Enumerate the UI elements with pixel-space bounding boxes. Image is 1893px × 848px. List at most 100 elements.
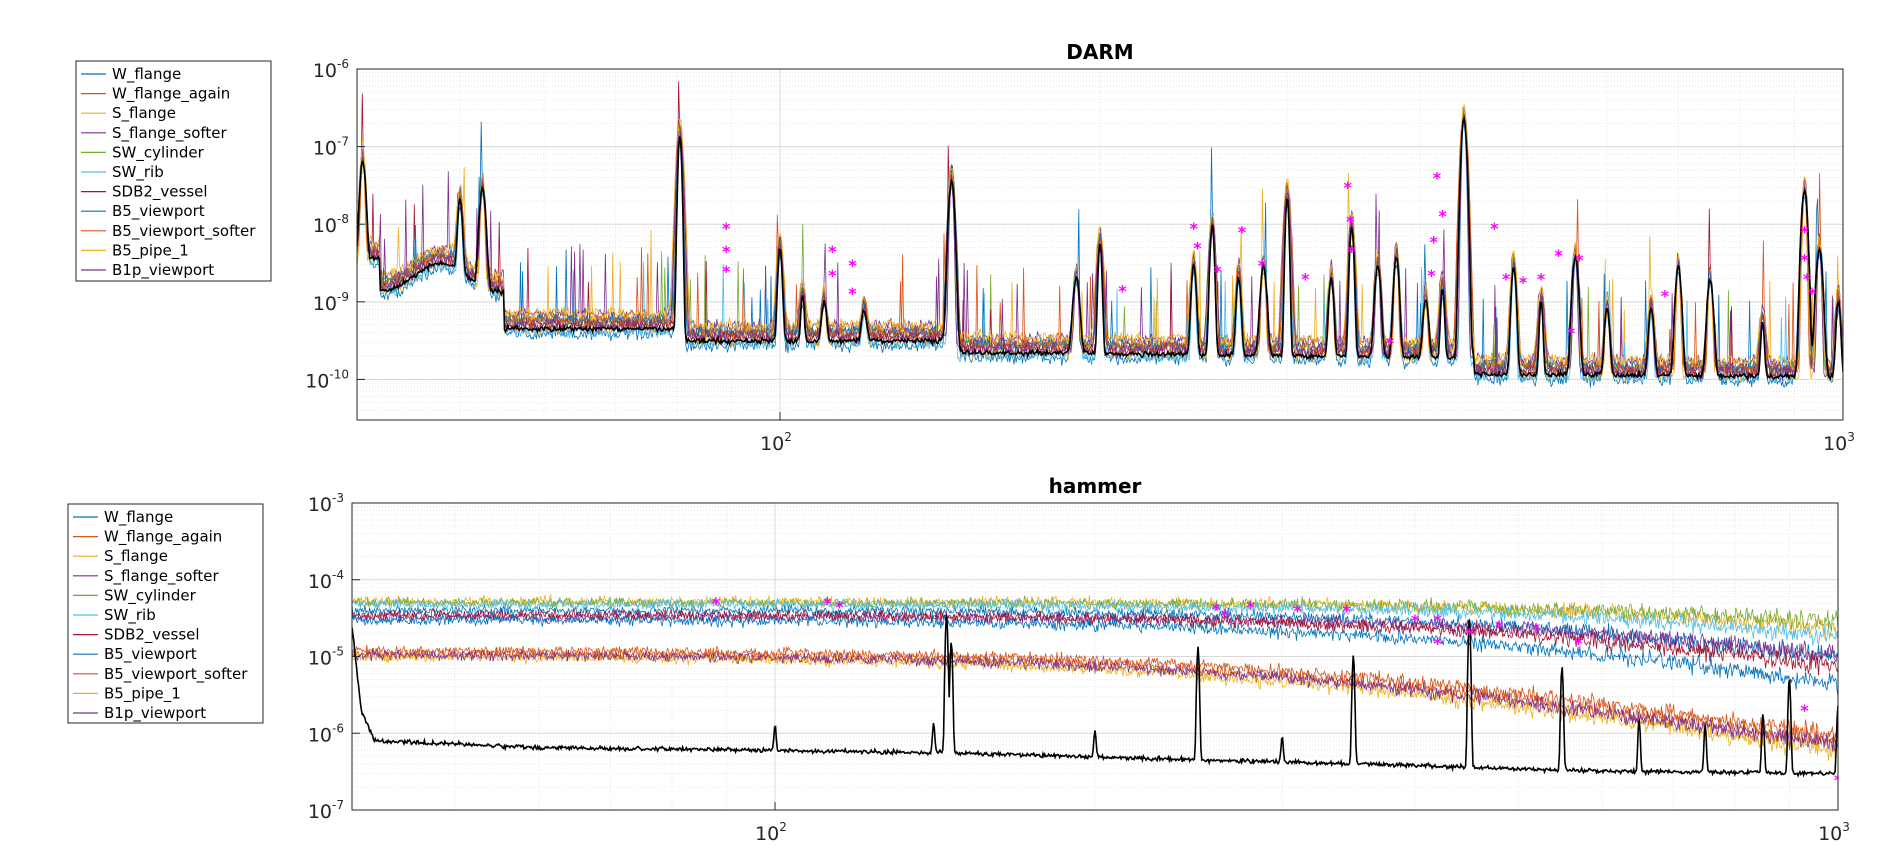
peak-marker: * xyxy=(1346,212,1355,231)
peak-marker: * xyxy=(1800,223,1809,242)
peak-marker: * xyxy=(1193,239,1202,258)
legend-entry-label: S_flange xyxy=(104,547,168,566)
peak-marker: * xyxy=(1427,266,1436,285)
legend-entry-label: SDB2_vessel xyxy=(104,626,200,645)
peak-marker: * xyxy=(1213,262,1222,281)
peak-marker: * xyxy=(835,597,844,616)
peak-marker: * xyxy=(848,284,857,303)
legend: W_flangeW_flange_againS_flangeS_flange_s… xyxy=(75,60,272,282)
y-tick-label: 10-7 xyxy=(313,135,349,160)
y-tick-label: 10-6 xyxy=(313,57,349,82)
peak-marker: * xyxy=(1465,624,1474,643)
peak-marker: * xyxy=(1803,269,1812,288)
x-tick-label: 102 xyxy=(755,820,787,845)
peak-marker: * xyxy=(848,256,857,275)
peak-marker: * xyxy=(1386,333,1395,352)
peak-marker: * xyxy=(1429,232,1438,251)
legend-entry-label: W_flange xyxy=(104,508,173,527)
peak-marker: * xyxy=(1502,269,1511,288)
peak-marker: * xyxy=(722,219,731,238)
peak-marker: * xyxy=(1238,223,1247,242)
legend-entry-label: B1p_viewport xyxy=(104,704,206,723)
y-tick-label: 10-7 xyxy=(308,798,344,823)
peak-marker: * xyxy=(1118,281,1127,300)
peak-marker: * xyxy=(1190,219,1199,238)
peak-marker: * xyxy=(823,594,832,613)
peak-marker: * xyxy=(722,242,731,261)
legend-entry-label: B5_viewport_softer xyxy=(112,222,256,241)
peak-marker: * xyxy=(1800,251,1809,270)
peak-marker: * xyxy=(1834,770,1843,789)
x-tick-label: 103 xyxy=(1823,430,1855,455)
legend-entry-label: B5_viewport_softer xyxy=(104,665,248,684)
series-line-B5_viewport_softer xyxy=(352,644,1838,742)
reference-line xyxy=(357,115,1843,382)
peak-marker: * xyxy=(1519,273,1528,292)
chart-title: DARM xyxy=(1066,40,1133,64)
peak-marker: * xyxy=(1212,600,1221,619)
series-line-B5_viewport xyxy=(357,106,1843,374)
peak-marker: * xyxy=(712,594,721,613)
y-tick-label: 10-3 xyxy=(308,491,344,516)
hammer-plot: * * * * * * * ** * * ******102 10310-710-610-510-41… xyxy=(67,474,1850,845)
y-tick-label: 10-9 xyxy=(313,290,349,315)
legend-entry-label: B1p_viewport xyxy=(112,261,214,280)
peak-marker: * xyxy=(1800,701,1809,720)
legend-box xyxy=(75,60,272,282)
legend-entry-label: S_flange_softer xyxy=(112,124,228,143)
series-line-B5_viewport xyxy=(352,613,1838,697)
peak-marker: * xyxy=(1411,611,1420,630)
y-tick-label: 10-8 xyxy=(313,212,349,237)
peak-marker: * xyxy=(1343,601,1352,620)
legend-entry-label: B5_pipe_1 xyxy=(104,684,181,703)
peak-marker: * xyxy=(1567,324,1576,343)
legend-entry-label: SW_cylinder xyxy=(112,143,205,162)
peak-marker: * xyxy=(1343,178,1352,197)
peak-marker: * xyxy=(1661,287,1670,306)
legend-entry-label: W_flange_again xyxy=(104,528,222,547)
legend-entry-label: SDB2_vessel xyxy=(112,183,208,202)
peak-marker: * xyxy=(828,242,837,261)
peak-marker: * xyxy=(1301,269,1310,288)
legend-entry-label: SW_rib xyxy=(104,606,156,625)
legend-entry-label: B5_viewport xyxy=(112,202,205,221)
darm-plot: ******* **************** * ** ********102 103… xyxy=(75,40,1855,455)
series-line-SW_cylinder xyxy=(352,595,1838,632)
legend-entry-label: S_flange_softer xyxy=(104,567,220,586)
peak-marker: * xyxy=(1537,269,1546,288)
x-tick-label: 103 xyxy=(1818,820,1850,845)
legend: W_flangeW_flange_againS_flangeS_flange_s… xyxy=(67,503,264,724)
peak-marker: * xyxy=(1495,617,1504,636)
peak-marker: * xyxy=(1575,251,1584,270)
y-tick-label: 10-6 xyxy=(308,721,344,746)
peak-marker: * xyxy=(1438,206,1447,225)
legend-entry-label: SW_cylinder xyxy=(104,586,197,605)
chart-title: hammer xyxy=(1049,474,1142,498)
peak-marker: * xyxy=(1554,246,1563,265)
series-group: ******* **************** * ** ******** xyxy=(357,81,1843,388)
series-line-SDB2_vessel xyxy=(352,607,1838,676)
series-line-B5_pipe_1 xyxy=(357,104,1843,368)
peak-marker: * xyxy=(1433,611,1442,630)
series-line-B5_viewport_softer xyxy=(357,106,1843,377)
legend-entry-label: S_flange xyxy=(112,104,176,123)
legend-entry-label: SW_rib xyxy=(112,163,164,182)
peak-marker: * xyxy=(1348,242,1357,261)
peak-marker: * xyxy=(1258,256,1267,275)
series-line-SW_rib xyxy=(352,597,1838,646)
peak-marker: * xyxy=(1490,219,1499,238)
y-tick-label: 10-4 xyxy=(308,568,344,593)
peak-marker: * xyxy=(1293,601,1302,620)
peak-marker: * xyxy=(1221,606,1230,625)
peak-marker: * xyxy=(722,262,731,281)
peak-marker: * xyxy=(1574,634,1583,653)
peak-marker: * xyxy=(1532,620,1541,639)
legend-entry-label: W_flange_again xyxy=(112,85,230,104)
axes-box xyxy=(356,68,1844,421)
peak-marker: * xyxy=(1433,168,1442,187)
reference-line xyxy=(352,614,1838,778)
series-line-SW_rib xyxy=(357,120,1843,384)
legend-box xyxy=(67,503,264,724)
legend-entry-label: B5_pipe_1 xyxy=(112,241,189,260)
